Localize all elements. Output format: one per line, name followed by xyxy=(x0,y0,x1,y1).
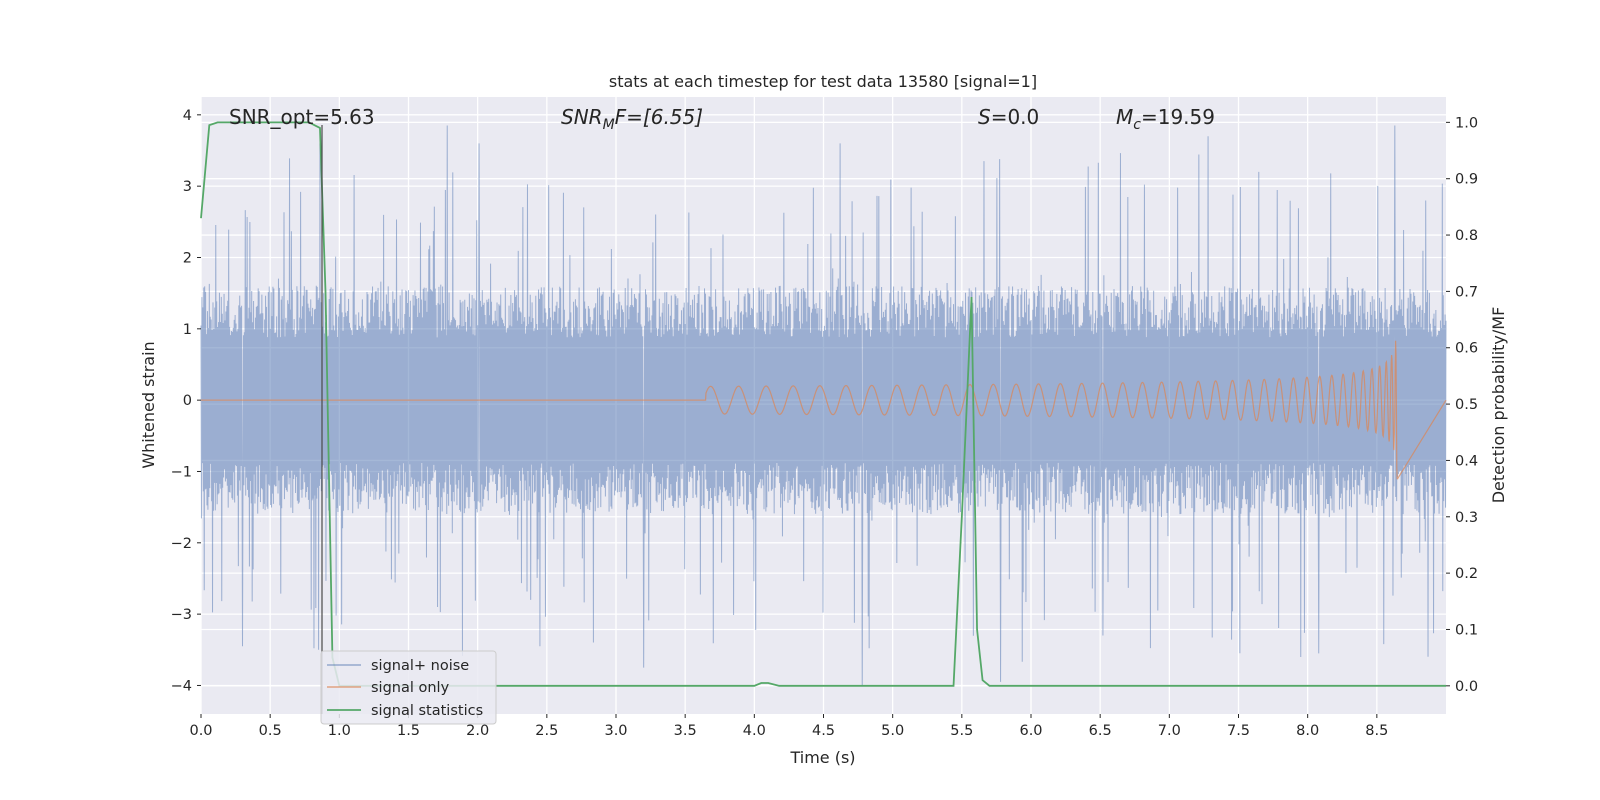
signal-statistics-line xyxy=(200,121,1446,687)
legend-label-signal-noise: signal+ noise xyxy=(371,658,469,674)
y2-tick-label-0: 1.0 xyxy=(1455,115,1478,131)
y2-axis-label: Detection probability/MF xyxy=(1489,307,1508,504)
x-axis-label: Time (s) xyxy=(789,748,855,767)
x-tick-label-15: 7.5 xyxy=(1227,723,1250,739)
y2-tick-label-9: 0.1 xyxy=(1455,622,1478,638)
y2-tick-label-5: 0.5 xyxy=(1455,397,1478,413)
annotation-snr-mf: SNRMF=[6.55] xyxy=(561,105,703,133)
x-tick-label-4: 2.0 xyxy=(466,723,489,739)
y2-tick-labels: 1.0 0.9 0.8 0.7 0.6 0.5 0.4 0.3 0.2 0.1 0.0 xyxy=(1446,115,1478,695)
x-tick-label-5: 2.5 xyxy=(535,723,558,739)
legend-label-signal-statistics: signal statistics xyxy=(371,703,483,719)
x-tick-label-7: 3.5 xyxy=(674,723,697,739)
legend-label-signal-only: signal only xyxy=(371,680,450,696)
annotation-mc: Mc=19.59 xyxy=(1116,105,1215,133)
signal-only-line xyxy=(201,340,1447,480)
chart-title: stats at each timestep for test data 135… xyxy=(609,72,1037,91)
x-tick-labels: 0.0 0.5 1.0 1.5 2.0 2.5 3.0 3.5 4.0 4.5 5.0 5.5 6.0 6… xyxy=(189,714,1388,739)
y-tick-labels: 4 3 2 1 0 −1 −2 −3 −4 xyxy=(171,108,201,694)
y-tick-label-7: −3 xyxy=(171,607,192,623)
x-tick-label-14: 7.0 xyxy=(1158,723,1181,739)
x-tick-label-13: 6.5 xyxy=(1089,723,1112,739)
signal-only-series xyxy=(201,340,1447,480)
annotation-snr-opt: SNR_opt=5.63 xyxy=(229,105,375,129)
y-tick-label-8: −4 xyxy=(171,678,192,694)
y2-tick-label-6: 0.4 xyxy=(1455,453,1478,469)
y-tick-label-6: −2 xyxy=(171,536,192,552)
x-tick-label-17: 8.5 xyxy=(1365,723,1388,739)
x-tick-label-6: 3.0 xyxy=(604,723,627,739)
x-tick-label-2: 1.0 xyxy=(328,723,351,739)
y2-tick-label-2: 0.8 xyxy=(1455,228,1478,244)
y2-tick-label-10: 0.0 xyxy=(1455,679,1478,695)
legend-box xyxy=(320,650,497,725)
y-tick-label-5: −1 xyxy=(171,464,192,480)
x-tick-label-1: 0.5 xyxy=(259,723,282,739)
y2-tick-label-3: 0.7 xyxy=(1455,284,1478,300)
x-tick-label-9: 4.5 xyxy=(812,723,835,739)
x-tick-label-8: 4.0 xyxy=(743,723,766,739)
x-tick-label-12: 6.0 xyxy=(1019,723,1042,739)
x-tick-label-16: 8.0 xyxy=(1296,723,1319,739)
y-axis-label: Whitened strain xyxy=(139,341,158,468)
x-tick-label-0: 0.0 xyxy=(189,723,212,739)
signal-noise-line xyxy=(200,125,1447,686)
signal-statistics-series xyxy=(200,121,1446,687)
x-tick-label-10: 5.0 xyxy=(881,723,904,739)
y2-tick-label-7: 0.3 xyxy=(1455,510,1478,526)
y2-tick-label-4: 0.6 xyxy=(1455,341,1478,357)
x-tick-label-11: 5.5 xyxy=(950,723,973,739)
y-tick-label-2: 2 xyxy=(183,250,192,266)
x-tick-label-3: 1.5 xyxy=(397,723,420,739)
y2-tick-label-8: 0.2 xyxy=(1455,566,1478,582)
y-tick-label-4: 0 xyxy=(183,393,192,409)
annotation-s: S=0.0 xyxy=(978,105,1039,129)
signal-noise-series xyxy=(200,125,1447,686)
y-tick-label-1: 3 xyxy=(183,179,192,195)
y-tick-label-0: 4 xyxy=(183,108,192,124)
legend: signal+ noise signal only signal statist… xyxy=(320,650,497,725)
y2-tick-label-1: 0.9 xyxy=(1455,172,1478,188)
y-tick-label-3: 1 xyxy=(183,322,192,338)
